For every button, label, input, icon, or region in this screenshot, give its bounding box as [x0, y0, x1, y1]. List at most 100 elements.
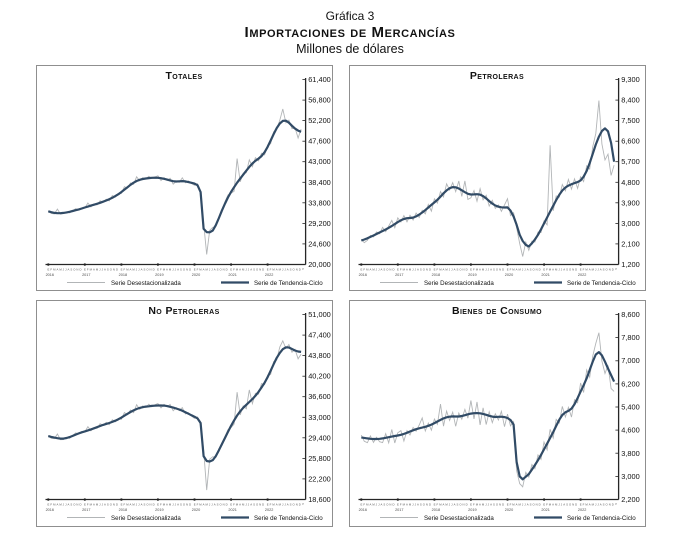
svg-text:EFMAMJJASOND: EFMAMJJASOND — [47, 267, 81, 271]
svg-text:3,000: 3,000 — [621, 471, 640, 480]
svg-text:Serie de Tendencia-Ciclo: Serie de Tendencia-Ciclo — [254, 514, 323, 521]
svg-text:2018: 2018 — [431, 272, 439, 276]
svg-text:3,900: 3,900 — [621, 198, 640, 207]
svg-text:2017: 2017 — [82, 272, 90, 276]
svg-text:36,600: 36,600 — [308, 392, 331, 401]
svg-text:EFMAMJJASOND: EFMAMJJASOND — [506, 502, 540, 506]
svg-text:4,800: 4,800 — [621, 177, 640, 186]
svg-text:18,600: 18,600 — [308, 495, 331, 504]
svg-text:EFMAMJJASOND: EFMAMJJASOND — [397, 502, 431, 506]
svg-text:Petroleras: Petroleras — [469, 70, 523, 82]
svg-text:47,600: 47,600 — [308, 136, 331, 145]
svg-text:EFMAMJJASOND: EFMAMJJASOND — [84, 267, 118, 271]
svg-text:EFMAMJJASOND: EFMAMJJASOND — [84, 502, 118, 506]
svg-text:2016: 2016 — [45, 272, 53, 276]
svg-text:2019: 2019 — [468, 272, 476, 276]
svg-text:33,000: 33,000 — [308, 412, 331, 421]
svg-text:Totales: Totales — [165, 70, 202, 82]
svg-text:5,400: 5,400 — [621, 402, 640, 411]
svg-text:Serie Desestacionalizada: Serie Desestacionalizada — [424, 279, 494, 286]
svg-text:24,600: 24,600 — [308, 239, 331, 248]
svg-text:2016: 2016 — [45, 507, 53, 511]
svg-text:2020: 2020 — [504, 507, 512, 511]
svg-text:EFMAMJJASOND: EFMAMJJASOND — [120, 267, 154, 271]
svg-text:Serie Desestacionalizada: Serie Desestacionalizada — [111, 514, 181, 521]
svg-text:Serie Desestacionalizada: Serie Desestacionalizada — [111, 279, 181, 286]
svg-text:EFMAMJJASOND: EFMAMJJASOND — [543, 502, 577, 506]
svg-text:6,200: 6,200 — [621, 379, 640, 388]
svg-text:2022: 2022 — [264, 507, 272, 511]
svg-text:EFMAMJJASOND: EFMAMJJASOND — [579, 502, 613, 506]
svg-text:33,800: 33,800 — [308, 198, 331, 207]
svg-text:EFMAMJJASOND: EFMAMJJASOND — [506, 267, 540, 271]
svg-text:p: p — [302, 266, 304, 270]
svg-text:4,600: 4,600 — [621, 425, 640, 434]
svg-text:EFMAMJJASOND: EFMAMJJASOND — [433, 502, 467, 506]
svg-text:38,400: 38,400 — [308, 177, 331, 186]
svg-text:EFMAMJJASOND: EFMAMJJASOND — [47, 502, 81, 506]
svg-text:2022: 2022 — [577, 507, 585, 511]
svg-text:43,000: 43,000 — [308, 157, 331, 166]
svg-text:2020: 2020 — [191, 507, 199, 511]
svg-text:2017: 2017 — [82, 507, 90, 511]
svg-text:No Petroleras: No Petroleras — [148, 305, 219, 317]
svg-text:8,400: 8,400 — [621, 95, 640, 104]
svg-text:61,400: 61,400 — [308, 75, 331, 84]
svg-text:EFMAMJJASOND: EFMAMJJASOND — [579, 267, 613, 271]
svg-text:6,600: 6,600 — [621, 136, 640, 145]
svg-text:5,700: 5,700 — [621, 157, 640, 166]
svg-text:EFMAMJJASOND: EFMAMJJASOND — [266, 267, 300, 271]
svg-text:2021: 2021 — [228, 507, 236, 511]
svg-text:2019: 2019 — [155, 507, 163, 511]
svg-text:20,000: 20,000 — [308, 260, 331, 269]
svg-text:8,600: 8,600 — [621, 310, 640, 319]
svg-text:p: p — [302, 501, 304, 505]
svg-text:2016: 2016 — [358, 272, 366, 276]
svg-text:EFMAMJJASOND: EFMAMJJASOND — [157, 502, 191, 506]
svg-text:2021: 2021 — [541, 272, 549, 276]
svg-text:2022: 2022 — [577, 272, 585, 276]
svg-text:EFMAMJJASOND: EFMAMJJASOND — [266, 502, 300, 506]
svg-text:2017: 2017 — [395, 507, 403, 511]
svg-text:56,800: 56,800 — [308, 95, 331, 104]
svg-text:EFMAMJJASOND: EFMAMJJASOND — [193, 267, 227, 271]
svg-text:7,500: 7,500 — [621, 116, 640, 125]
svg-text:2016: 2016 — [358, 507, 366, 511]
svg-text:2022: 2022 — [264, 272, 272, 276]
svg-text:9,300: 9,300 — [621, 75, 640, 84]
svg-text:2020: 2020 — [191, 272, 199, 276]
svg-text:3,000: 3,000 — [621, 218, 640, 227]
svg-text:2020: 2020 — [504, 272, 512, 276]
svg-text:3,800: 3,800 — [621, 448, 640, 457]
svg-text:1,200: 1,200 — [621, 260, 640, 269]
svg-text:EFMAMJJASOND: EFMAMJJASOND — [360, 267, 394, 271]
svg-text:EFMAMJJASOND: EFMAMJJASOND — [433, 267, 467, 271]
svg-text:Serie de Tendencia-Ciclo: Serie de Tendencia-Ciclo — [567, 514, 636, 521]
svg-text:25,800: 25,800 — [308, 453, 331, 462]
svg-text:EFMAMJJASOND: EFMAMJJASOND — [230, 502, 264, 506]
svg-text:2019: 2019 — [155, 272, 163, 276]
svg-text:EFMAMJJASOND: EFMAMJJASOND — [193, 502, 227, 506]
svg-text:51,000: 51,000 — [308, 310, 331, 319]
svg-text:Bienes de Consumo: Bienes de Consumo — [451, 305, 541, 317]
svg-text:Serie de Tendencia-Ciclo: Serie de Tendencia-Ciclo — [254, 279, 323, 286]
svg-text:2021: 2021 — [541, 507, 549, 511]
svg-text:43,800: 43,800 — [308, 351, 331, 360]
svg-text:EFMAMJJASOND: EFMAMJJASOND — [120, 502, 154, 506]
svg-text:Serie de Tendencia-Ciclo: Serie de Tendencia-Ciclo — [567, 279, 636, 286]
svg-text:2,200: 2,200 — [621, 495, 640, 504]
svg-text:2018: 2018 — [118, 507, 126, 511]
svg-text:2021: 2021 — [228, 272, 236, 276]
svg-text:EFMAMJJASOND: EFMAMJJASOND — [157, 267, 191, 271]
svg-text:2019: 2019 — [468, 507, 476, 511]
svg-text:p: p — [615, 501, 617, 505]
svg-text:EFMAMJJASOND: EFMAMJJASOND — [230, 267, 264, 271]
svg-text:EFMAMJJASOND: EFMAMJJASOND — [470, 502, 504, 506]
svg-text:EFMAMJJASOND: EFMAMJJASOND — [360, 502, 394, 506]
svg-text:47,400: 47,400 — [308, 330, 331, 339]
svg-text:7,800: 7,800 — [621, 333, 640, 342]
svg-text:2017: 2017 — [395, 272, 403, 276]
svg-text:p: p — [615, 266, 617, 270]
svg-text:2,100: 2,100 — [621, 239, 640, 248]
svg-text:40,200: 40,200 — [308, 371, 331, 380]
